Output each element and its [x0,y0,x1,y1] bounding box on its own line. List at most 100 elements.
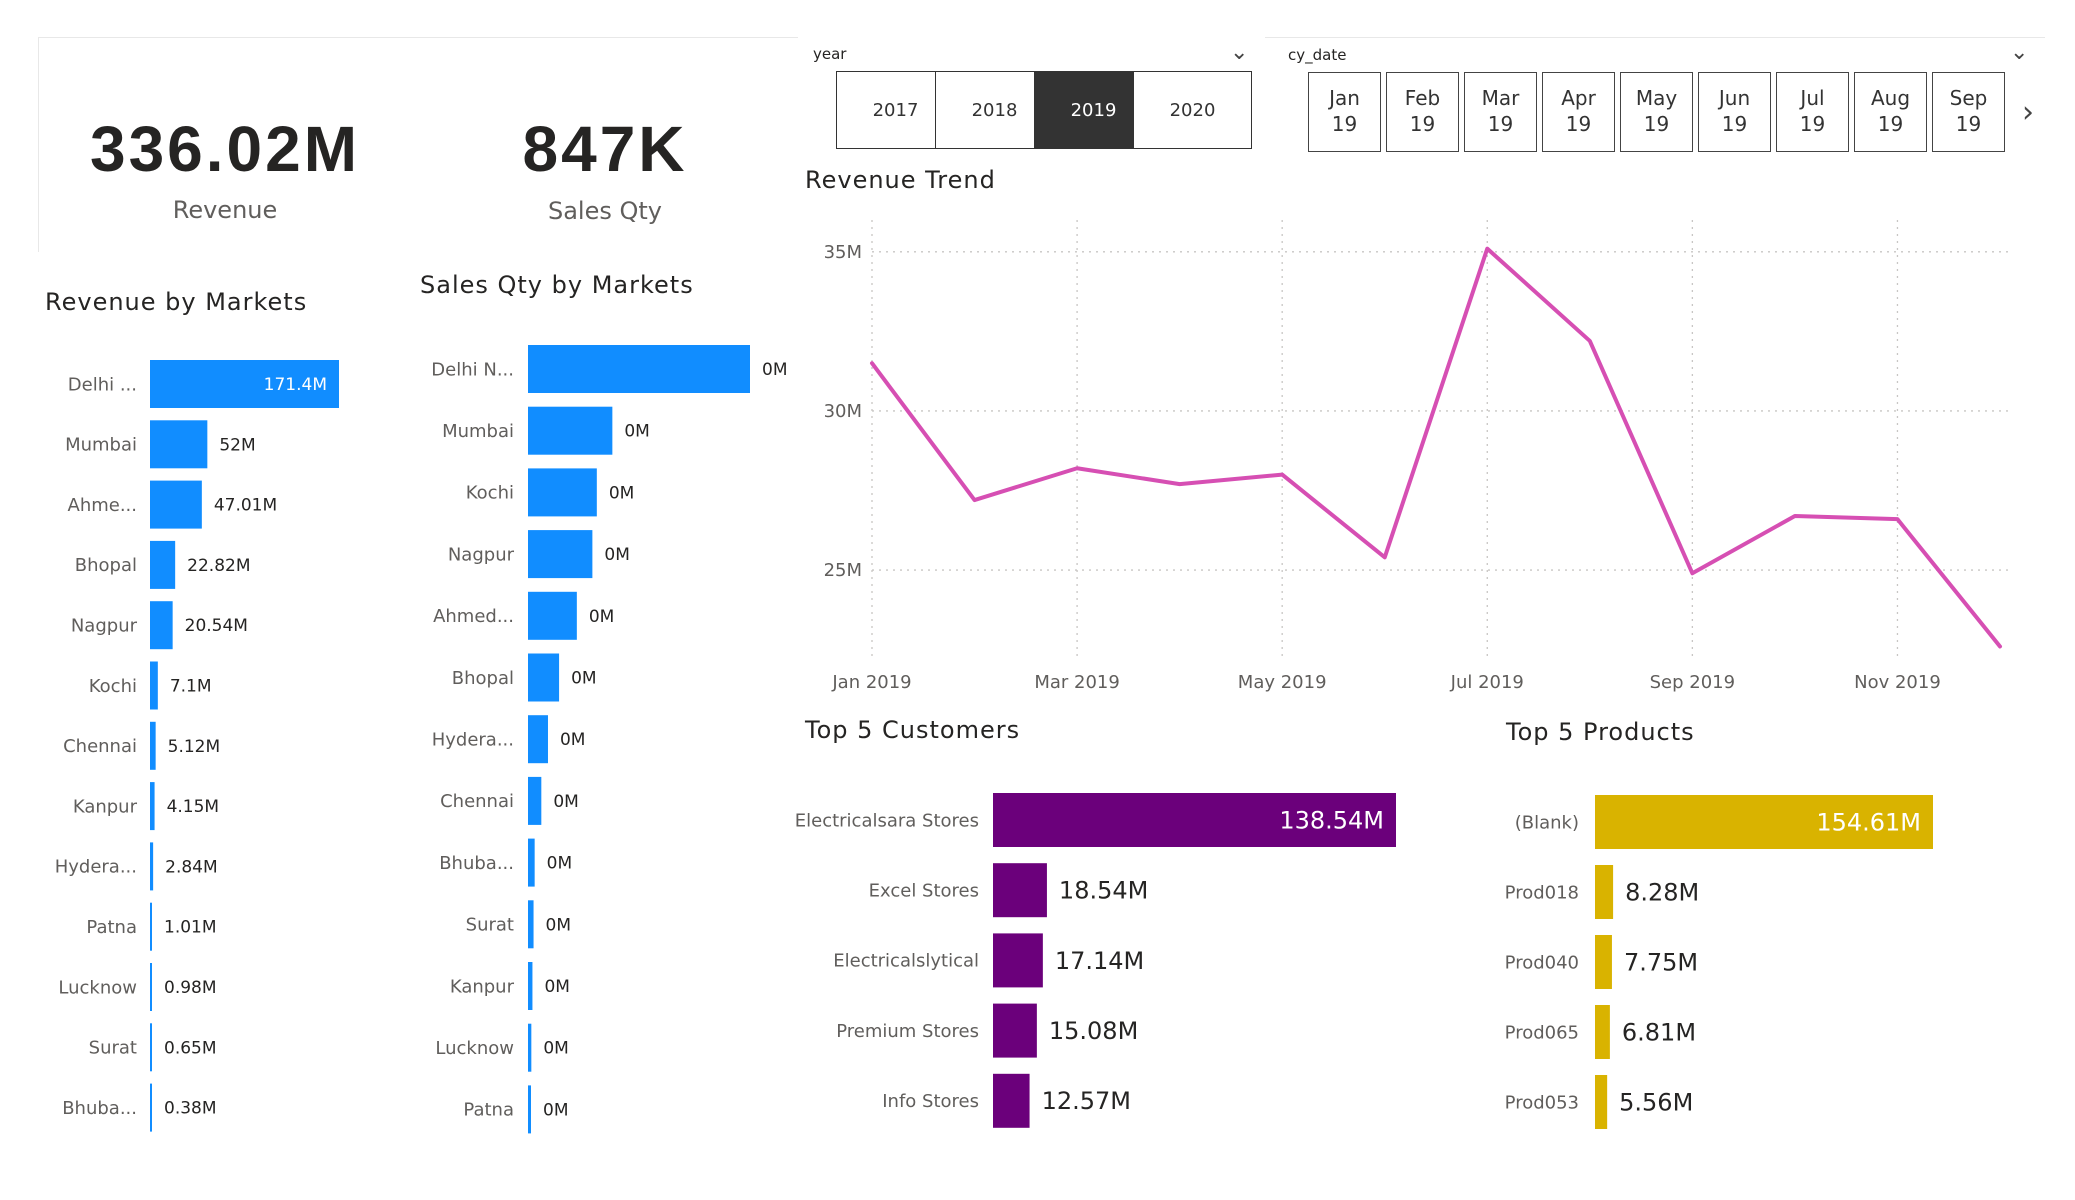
data-label: 0M [560,730,585,750]
date-option-may[interactable]: May 19 [1620,72,1693,152]
category-label: Lucknow [435,1038,514,1059]
date-option-aug[interactable]: Aug 19 [1854,72,1927,152]
bar [528,406,613,455]
data-label: 0M [624,422,649,442]
data-label: 1.01M [164,918,217,938]
data-label: 47.01M [214,496,277,516]
bar [528,715,548,764]
bar [528,345,750,393]
category-label: Prod018 [1505,882,1579,903]
data-label: 0M [547,854,572,874]
category-label: Chennai [63,736,137,757]
bar [150,963,152,1011]
left-border [38,37,39,252]
category-label: Mumbai [442,421,514,442]
category-label: Delhi ... [68,374,137,395]
x-tick-label: Jan 2019 [831,672,911,693]
date-option-jul[interactable]: Jul 19 [1776,72,1849,152]
year-slicer-chevron-down-icon[interactable]: ⌄ [1230,40,1249,65]
bar [528,530,593,579]
data-label: 7.1M [170,676,212,696]
bar [150,902,152,951]
revenue-kpi-label: Revenue [172,196,278,224]
category-label: Nagpur [448,544,515,565]
data-label: 6.81M [1622,1018,1696,1046]
bar [528,1085,531,1134]
data-label: 12.57M [1042,1087,1131,1115]
year-slicer-title: year [813,45,847,63]
category-label: Bhuba... [439,853,514,874]
bar [1595,795,1933,849]
y-tick-label: 35M [824,242,862,263]
date-option-feb[interactable]: Feb 19 [1386,72,1459,152]
category-label: Kanpur [73,796,138,817]
category-label: Bhopal [75,555,137,576]
y-tick-label: 30M [824,401,862,422]
category-label: Surat [466,915,514,936]
data-label: 4.15M [167,797,220,817]
year-option-2020[interactable]: 2020 [1133,71,1252,149]
date-option-sep[interactable]: Sep 19 [1932,72,2005,152]
top-5-customers-title: Top 5 Customers [805,716,1021,744]
x-tick-label: Sep 2019 [1650,672,1735,693]
data-label: 0M [571,668,596,688]
data-label: 0M [543,1100,568,1120]
data-label: 20.54M [185,616,248,636]
category-label: (Blank) [1515,812,1579,833]
date-slicer-title: cy_date [1288,46,1347,64]
revenue-trend-chart: 25M 30M 35M Jan 2019 Mar 2019 May 2019 Jul 201… [824,220,2012,693]
data-label: 22.82M [187,556,250,576]
category-label: Bhopal [452,668,514,689]
revenue-kpi-value: 336.02M [89,113,361,185]
data-label: 171.4M [264,375,327,395]
category-label: Mumbai [65,435,137,456]
bar [993,1003,1037,1058]
revenue-trend-line [870,246,2002,649]
category-label: Info Stores [882,1091,979,1112]
bar [528,468,597,517]
revenue-by-markets-chart: Delhi ... 171.4M Mumbai 52M Ahme... 47.01M Bho… [55,360,339,1132]
bar [150,601,173,650]
bar [150,1023,152,1072]
bar [993,1073,1030,1128]
bar [528,838,535,887]
bar [150,360,339,408]
bar [528,1023,532,1072]
data-label: 52M [219,435,255,455]
bar [150,480,202,529]
category-label: Ahme... [68,495,138,516]
data-label: 0.38M [164,1099,217,1119]
date-slicer-next-chevron-right-icon[interactable]: › [2022,95,2034,130]
data-label: 8.28M [1625,878,1699,906]
bar [1595,865,1614,919]
data-label: 154.61M [1816,808,1921,836]
data-label: 0M [553,792,578,812]
date-slicer-chevron-down-icon[interactable]: ⌄ [2010,40,2029,65]
data-label: 0M [544,977,569,997]
bar [1595,1005,1610,1059]
date-option-jan[interactable]: Jan 19 [1308,72,1381,152]
category-label: Ahmed... [433,606,514,627]
date-option-apr[interactable]: Apr 19 [1542,72,1615,152]
top-5-customers-chart: Electricalsara Stores 138.54M Excel Stores… [795,793,1396,1128]
category-label: Nagpur [71,616,138,637]
data-label: 0M [762,360,787,380]
bar [150,420,208,469]
data-label: 7.75M [1624,948,1698,976]
bar [993,793,1396,847]
date-option-jun[interactable]: Jun 19 [1698,72,1771,152]
data-label: 0M [589,607,614,627]
x-tick-label: Mar 2019 [1034,672,1120,693]
data-label: 15.08M [1049,1017,1138,1045]
top-border-left [38,37,798,38]
date-option-mar[interactable]: Mar 19 [1464,72,1537,152]
category-label: Prod065 [1505,1022,1579,1043]
y-tick-label: 25M [824,560,862,581]
data-label: 18.54M [1059,877,1148,905]
category-label: Kochi [89,676,137,697]
bar [528,776,542,825]
bar [150,661,158,710]
category-label: Premium Stores [836,1021,979,1042]
sales-qty-by-markets-chart: Delhi N... 0M Mumbai 0M Kochi 0M Nagpur 0M Ahmed… [431,345,787,1134]
category-label: Kanpur [450,976,515,997]
